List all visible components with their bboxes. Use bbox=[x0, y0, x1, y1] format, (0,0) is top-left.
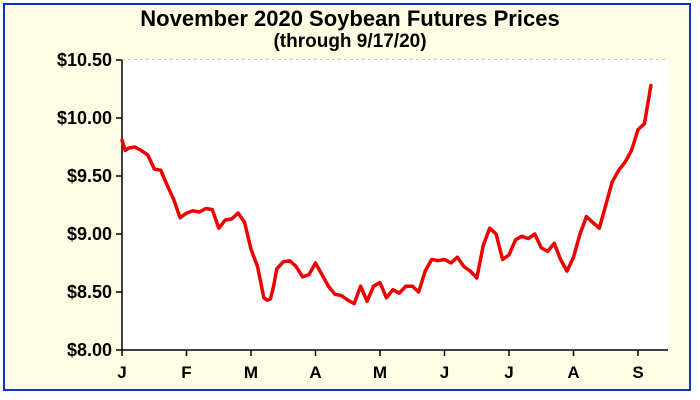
y-tick-label: $8.00 bbox=[67, 340, 112, 360]
chart-axes bbox=[121, 60, 668, 351]
chart-subtitle: (through 9/17/20) bbox=[273, 31, 427, 52]
x-tick-label: S bbox=[632, 363, 643, 382]
x-tick-label: A bbox=[567, 363, 579, 382]
series-lines bbox=[120, 83, 653, 306]
x-tick-label: J bbox=[504, 363, 513, 382]
x-tick-label: M bbox=[244, 363, 258, 382]
y-tick-label: $10.50 bbox=[57, 50, 112, 70]
x-tick-label: M bbox=[373, 363, 387, 382]
y-tick-label: $9.50 bbox=[67, 166, 112, 186]
x-tick-label: A bbox=[309, 363, 321, 382]
y-tick-label: $8.50 bbox=[67, 282, 112, 302]
plot-area bbox=[122, 60, 668, 350]
price-series-line bbox=[120, 83, 653, 306]
x-tick-label: J bbox=[440, 363, 449, 382]
x-tick-label: J bbox=[117, 363, 126, 382]
y-axis-ticks: $8.00 $8.50 $9.00 $9.50 $10.00 $10.50 bbox=[57, 50, 122, 360]
y-tick-label: $10.00 bbox=[57, 108, 112, 128]
chart-title: November 2020 Soybean Futures Prices bbox=[140, 6, 560, 31]
x-tick-label: F bbox=[181, 363, 191, 382]
y-tick-label: $9.00 bbox=[67, 224, 112, 244]
